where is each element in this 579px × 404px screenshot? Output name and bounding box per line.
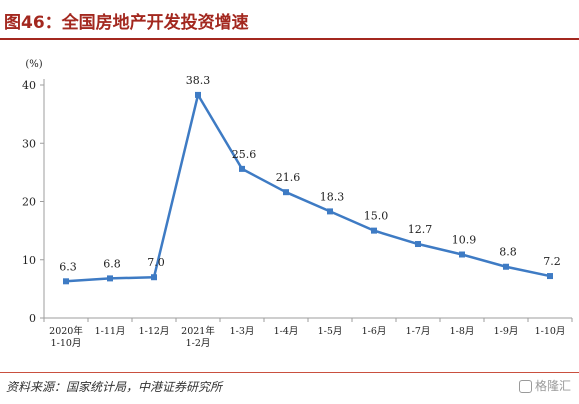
y-tick-label: 0	[29, 312, 36, 325]
watermark: 格隆汇	[518, 377, 571, 394]
x-tick-label: 1-7月	[406, 326, 431, 337]
x-tick-label: 1-3月	[230, 326, 255, 337]
title-divider	[0, 38, 579, 40]
data-point	[459, 251, 465, 258]
x-tick-label: 1-10月	[535, 326, 566, 337]
y-tick-label: 40	[22, 79, 36, 92]
x-tick-label: 1-8月	[450, 326, 475, 337]
watermark-logo-icon	[518, 380, 532, 393]
y-tick-label: 30	[22, 137, 36, 150]
source-note: 资料来源：国家统计局，中港证券研究所	[6, 380, 223, 394]
data-point	[195, 91, 201, 98]
data-point	[151, 274, 157, 281]
x-tick-label: 2020年 1-10月	[49, 325, 83, 349]
x-tick-label: 1-12月	[139, 326, 170, 337]
series-line	[65, 93, 551, 283]
data-label: 21.6	[276, 171, 301, 184]
data-label: 6.8	[103, 257, 121, 270]
data-label: 25.6	[232, 148, 257, 161]
data-label: 7.0	[147, 256, 165, 269]
data-label: 12.7	[408, 223, 433, 236]
y-axis-unit-label: (%)	[25, 59, 42, 70]
data-label: 7.2	[543, 255, 561, 268]
x-tick-label: 2021年 1-2月	[181, 325, 215, 349]
data-label: 6.3	[59, 260, 77, 273]
data-point	[547, 273, 553, 280]
y-tick-label: 10	[22, 254, 36, 267]
data-label: 15.0	[364, 210, 389, 223]
data-point	[371, 227, 377, 234]
source-divider	[0, 372, 579, 373]
data-point	[283, 189, 289, 196]
data-label: 38.3	[186, 74, 211, 87]
chart-title: 图46：全国房地产开发投资增速	[4, 13, 249, 33]
data-point	[503, 263, 509, 270]
x-tick-label: 1-11月	[95, 326, 126, 337]
line-chart: (%) 0 10 20 30 40 2020年 1-10月 1-11月 1-12月 2021年 1-2…	[22, 59, 573, 349]
x-tick-label: 1-5月	[318, 326, 343, 337]
data-point	[63, 278, 69, 285]
data-label: 8.8	[499, 246, 517, 259]
x-tick-label: 1-9月	[494, 326, 519, 337]
data-point	[327, 208, 333, 215]
x-tick-label: 1-4月	[274, 326, 299, 337]
y-tick-label: 20	[22, 196, 36, 209]
data-point	[415, 241, 421, 248]
data-point	[107, 275, 113, 282]
data-label: 18.3	[320, 190, 345, 203]
x-tick-label: 1-6月	[362, 326, 387, 337]
data-label: 10.9	[452, 234, 477, 247]
watermark-text: 格隆汇	[534, 379, 571, 393]
data-point	[239, 165, 245, 172]
